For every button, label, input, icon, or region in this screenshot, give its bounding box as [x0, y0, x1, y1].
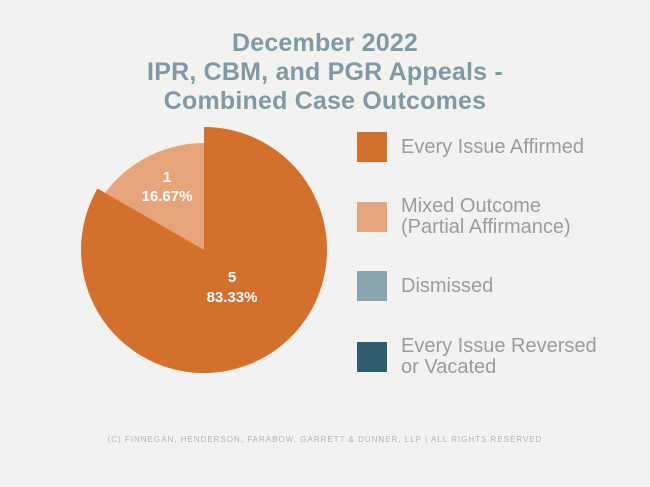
legend-label-dismissed: Dismissed: [401, 274, 494, 297]
legend-label-every-issue-affirmed: Every Issue Affirmed: [401, 135, 585, 158]
copyright-footer: (C) FINNEGAN, HENDERSON, FARABOW, GARRET…: [107, 435, 543, 444]
title-line-2: IPR, CBM, and PGR Appeals -: [147, 58, 503, 86]
title-line-1: December 2022: [231, 29, 419, 57]
pie-slice-every-issue-affirmed: [81, 127, 328, 373]
pie-value-label-affirmed-percent: 83.33%: [207, 289, 258, 306]
title-line-3: Combined Case Outcomes: [163, 87, 487, 115]
legend-label-reversed-or-vacated: Every Issue Reversed or Vacated: [401, 335, 597, 378]
legend-item-dismissed: Dismissed: [357, 264, 493, 308]
chart-title: December 2022 IPR, CBM, and PGR Appeals …: [0, 29, 650, 116]
pie-value-label-mixed-percent: 16.67%: [142, 188, 193, 205]
legend-swatch-every-issue-affirmed: [357, 132, 387, 162]
legend-swatch-reversed-or-vacated: [357, 342, 387, 372]
legend-item-reversed-or-vacated: Every Issue Reversed or Vacated: [357, 335, 597, 379]
legend-label-mixed-outcome: Mixed Outcome (Partial Affirmance): [401, 195, 571, 238]
pie-value-label-affirmed-count: 5: [228, 269, 236, 286]
legend-item-every-issue-affirmed: Every Issue Affirmed: [357, 125, 584, 169]
legend-item-mixed-outcome: Mixed Outcome (Partial Affirmance): [357, 195, 571, 239]
pie-value-label-mixed-count: 1: [163, 169, 171, 186]
legend-swatch-mixed-outcome: [357, 202, 387, 232]
legend-swatch-dismissed: [357, 271, 387, 301]
